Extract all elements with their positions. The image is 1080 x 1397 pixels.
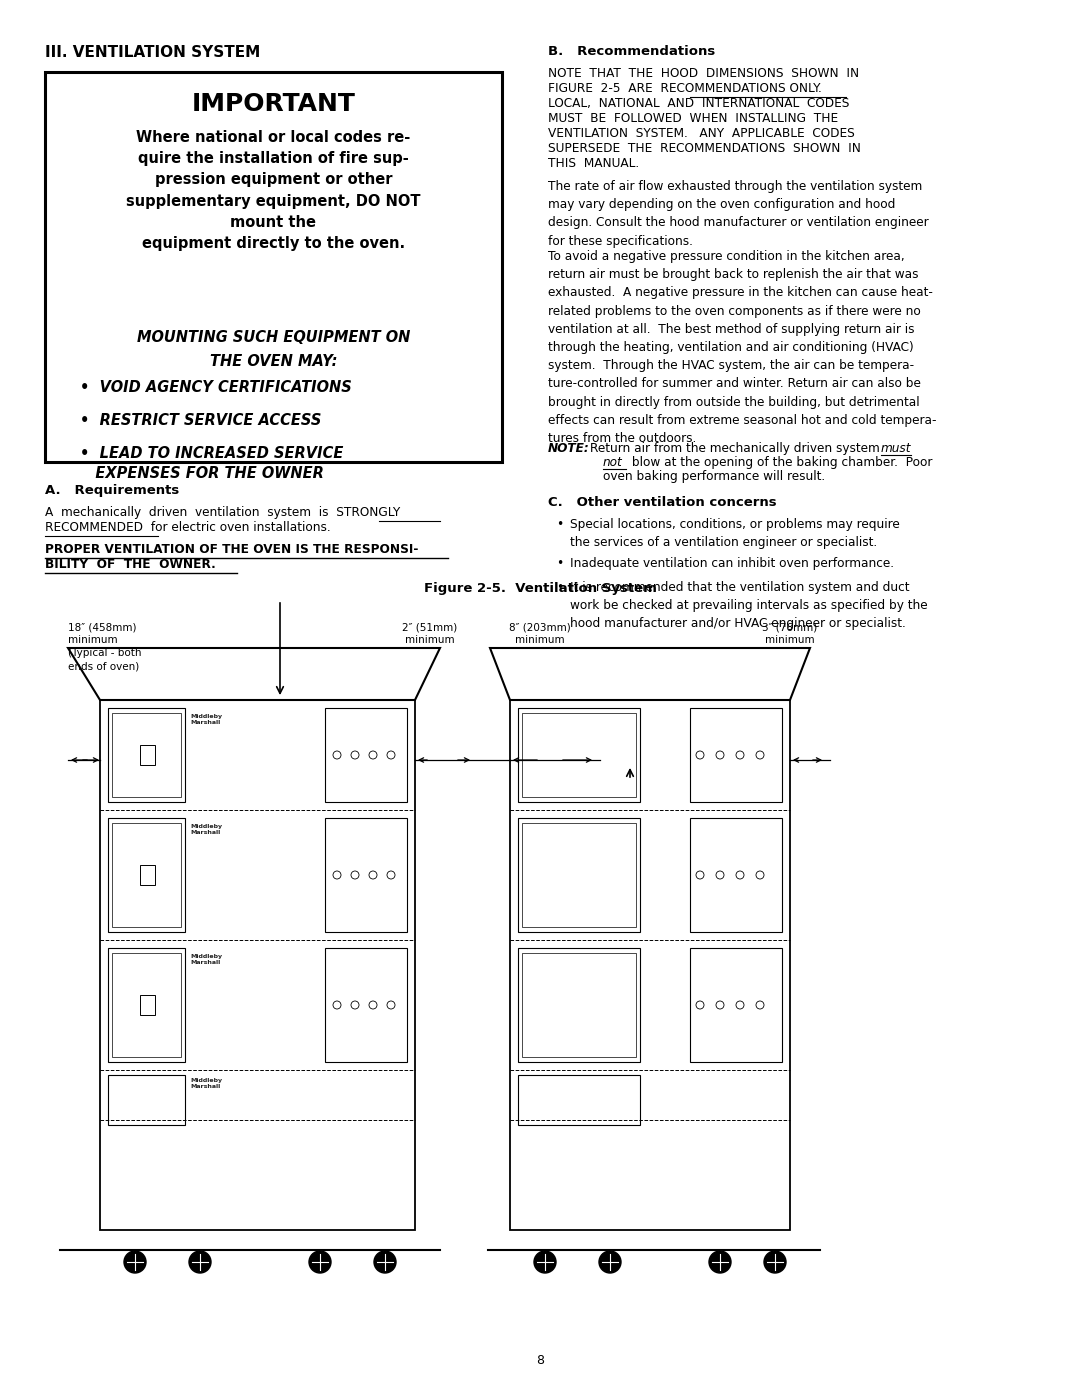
Text: FIGURE  2-5  ARE  RECOMMENDATIONS ONLY.: FIGURE 2-5 ARE RECOMMENDATIONS ONLY. [548,82,822,95]
Text: SUPERSEDE  THE  RECOMMENDATIONS  SHOWN  IN: SUPERSEDE THE RECOMMENDATIONS SHOWN IN [548,142,861,155]
Text: 8″ (203mm)
minimum: 8″ (203mm) minimum [509,622,571,645]
Text: The rate of air flow exhausted through the ventilation system
may vary depending: The rate of air flow exhausted through t… [548,180,929,247]
Text: •  LEAD TO INCREASED SERVICE
   EXPENSES FOR THE OWNER: • LEAD TO INCREASED SERVICE EXPENSES FOR… [80,446,343,481]
Text: It is recommended that the ventilation system and duct
work be checked at prevai: It is recommended that the ventilation s… [570,581,928,630]
Bar [112,712,181,798]
Text: •: • [556,518,564,531]
Circle shape [599,1250,621,1273]
Text: 18″ (458mm)
minimum
(Typical - both
ends of oven): 18″ (458mm) minimum (Typical - both ends… [68,622,141,672]
Text: •  RESTRICT SERVICE ACCESS: • RESTRICT SERVICE ACCESS [80,414,322,427]
Bar [140,995,156,1016]
Bar [108,819,185,932]
Text: Middleby
Marshall: Middleby Marshall [190,824,222,835]
Text: blow at the opening of the baking chamber.  Poor: blow at the opening of the baking chambe… [627,455,932,469]
Text: 8: 8 [536,1354,544,1368]
Text: IMPORTANT: IMPORTANT [191,92,355,116]
Text: To avoid a negative pressure condition in the kitchen area,
return air must be b: To avoid a negative pressure condition i… [548,250,936,446]
Text: MUST  BE  FOLLOWED  WHEN  INSTALLING  THE: MUST BE FOLLOWED WHEN INSTALLING THE [548,112,838,124]
Circle shape [124,1250,146,1273]
Bar [108,1076,185,1125]
Bar [45,73,502,462]
Text: III. VENTILATION SYSTEM: III. VENTILATION SYSTEM [45,45,260,60]
Circle shape [189,1250,211,1273]
Text: NOTE  THAT  THE  HOOD  DIMENSIONS  SHOWN  IN: NOTE THAT THE HOOD DIMENSIONS SHOWN IN [548,67,859,80]
Bar [108,949,185,1062]
Bar [112,953,181,1058]
Text: PROPER VENTILATION OF THE OVEN IS THE RESPONSI-: PROPER VENTILATION OF THE OVEN IS THE RE… [45,543,418,556]
Text: BILITY  OF  THE  OWNER.: BILITY OF THE OWNER. [45,557,216,571]
Text: A.   Requirements: A. Requirements [45,483,179,497]
Bar [518,1076,640,1125]
Bar [325,819,407,932]
Text: Inadequate ventilation can inhibit oven performance.: Inadequate ventilation can inhibit oven … [570,557,894,570]
Bar [518,949,640,1062]
Bar [140,745,156,766]
Text: Return air from the mechanically driven system: Return air from the mechanically driven … [586,441,883,455]
Text: RECOMMENDED  for electric oven installations.: RECOMMENDED for electric oven installati… [45,521,330,534]
Bar [518,708,640,802]
Text: 3″ (76mm)
minimum: 3″ (76mm) minimum [762,622,818,645]
Text: Middleby
Marshall: Middleby Marshall [190,714,222,725]
Bar [140,865,156,886]
Text: C.   Other ventilation concerns: C. Other ventilation concerns [548,496,777,509]
Circle shape [374,1250,396,1273]
Text: THIS  MANUAL.: THIS MANUAL. [548,156,639,170]
Text: A  mechanically  driven  ventilation  system  is  STRONGLY: A mechanically driven ventilation system… [45,506,401,520]
Text: •: • [556,557,564,570]
Text: not: not [603,455,623,469]
Bar [112,823,181,928]
Text: LOCAL,  NATIONAL  AND  INTERNATIONAL  CODES: LOCAL, NATIONAL AND INTERNATIONAL CODES [548,96,849,110]
Circle shape [309,1250,330,1273]
Bar [325,949,407,1062]
Bar [690,708,782,802]
Text: Figure 2-5.  Ventilation System: Figure 2-5. Ventilation System [423,583,657,595]
Bar [518,819,640,932]
Bar [325,708,407,802]
Bar [522,953,636,1058]
Text: Special locations, conditions, or problems may require
the services of a ventila: Special locations, conditions, or proble… [570,518,900,549]
Text: B.   Recommendations: B. Recommendations [548,45,715,59]
Text: NOTE:: NOTE: [548,441,590,455]
Bar [108,708,185,802]
Bar [510,700,789,1229]
Text: VENTILATION  SYSTEM.   ANY  APPLICABLE  CODES: VENTILATION SYSTEM. ANY APPLICABLE CODES [548,127,854,140]
Text: oven baking performance will result.: oven baking performance will result. [603,469,825,483]
Text: •  VOID AGENCY CERTIFICATIONS: • VOID AGENCY CERTIFICATIONS [80,380,352,395]
Text: must: must [881,441,912,455]
Bar [522,712,636,798]
Text: Where national or local codes re-
quire the installation of fire sup-
pression e: Where national or local codes re- quire … [126,130,421,251]
Bar [100,700,415,1229]
Text: MOUNTING SUCH EQUIPMENT ON: MOUNTING SUCH EQUIPMENT ON [137,330,410,345]
Bar [690,949,782,1062]
Text: •: • [556,581,564,594]
Text: THE OVEN MAY:: THE OVEN MAY: [210,353,337,369]
Circle shape [708,1250,731,1273]
Bar [522,823,636,928]
Circle shape [764,1250,786,1273]
Text: 2″ (51mm)
minimum: 2″ (51mm) minimum [403,622,458,645]
Text: Middleby
Marshall: Middleby Marshall [190,1078,222,1088]
Text: Middleby
Marshall: Middleby Marshall [190,954,222,965]
Circle shape [534,1250,556,1273]
Bar [690,819,782,932]
